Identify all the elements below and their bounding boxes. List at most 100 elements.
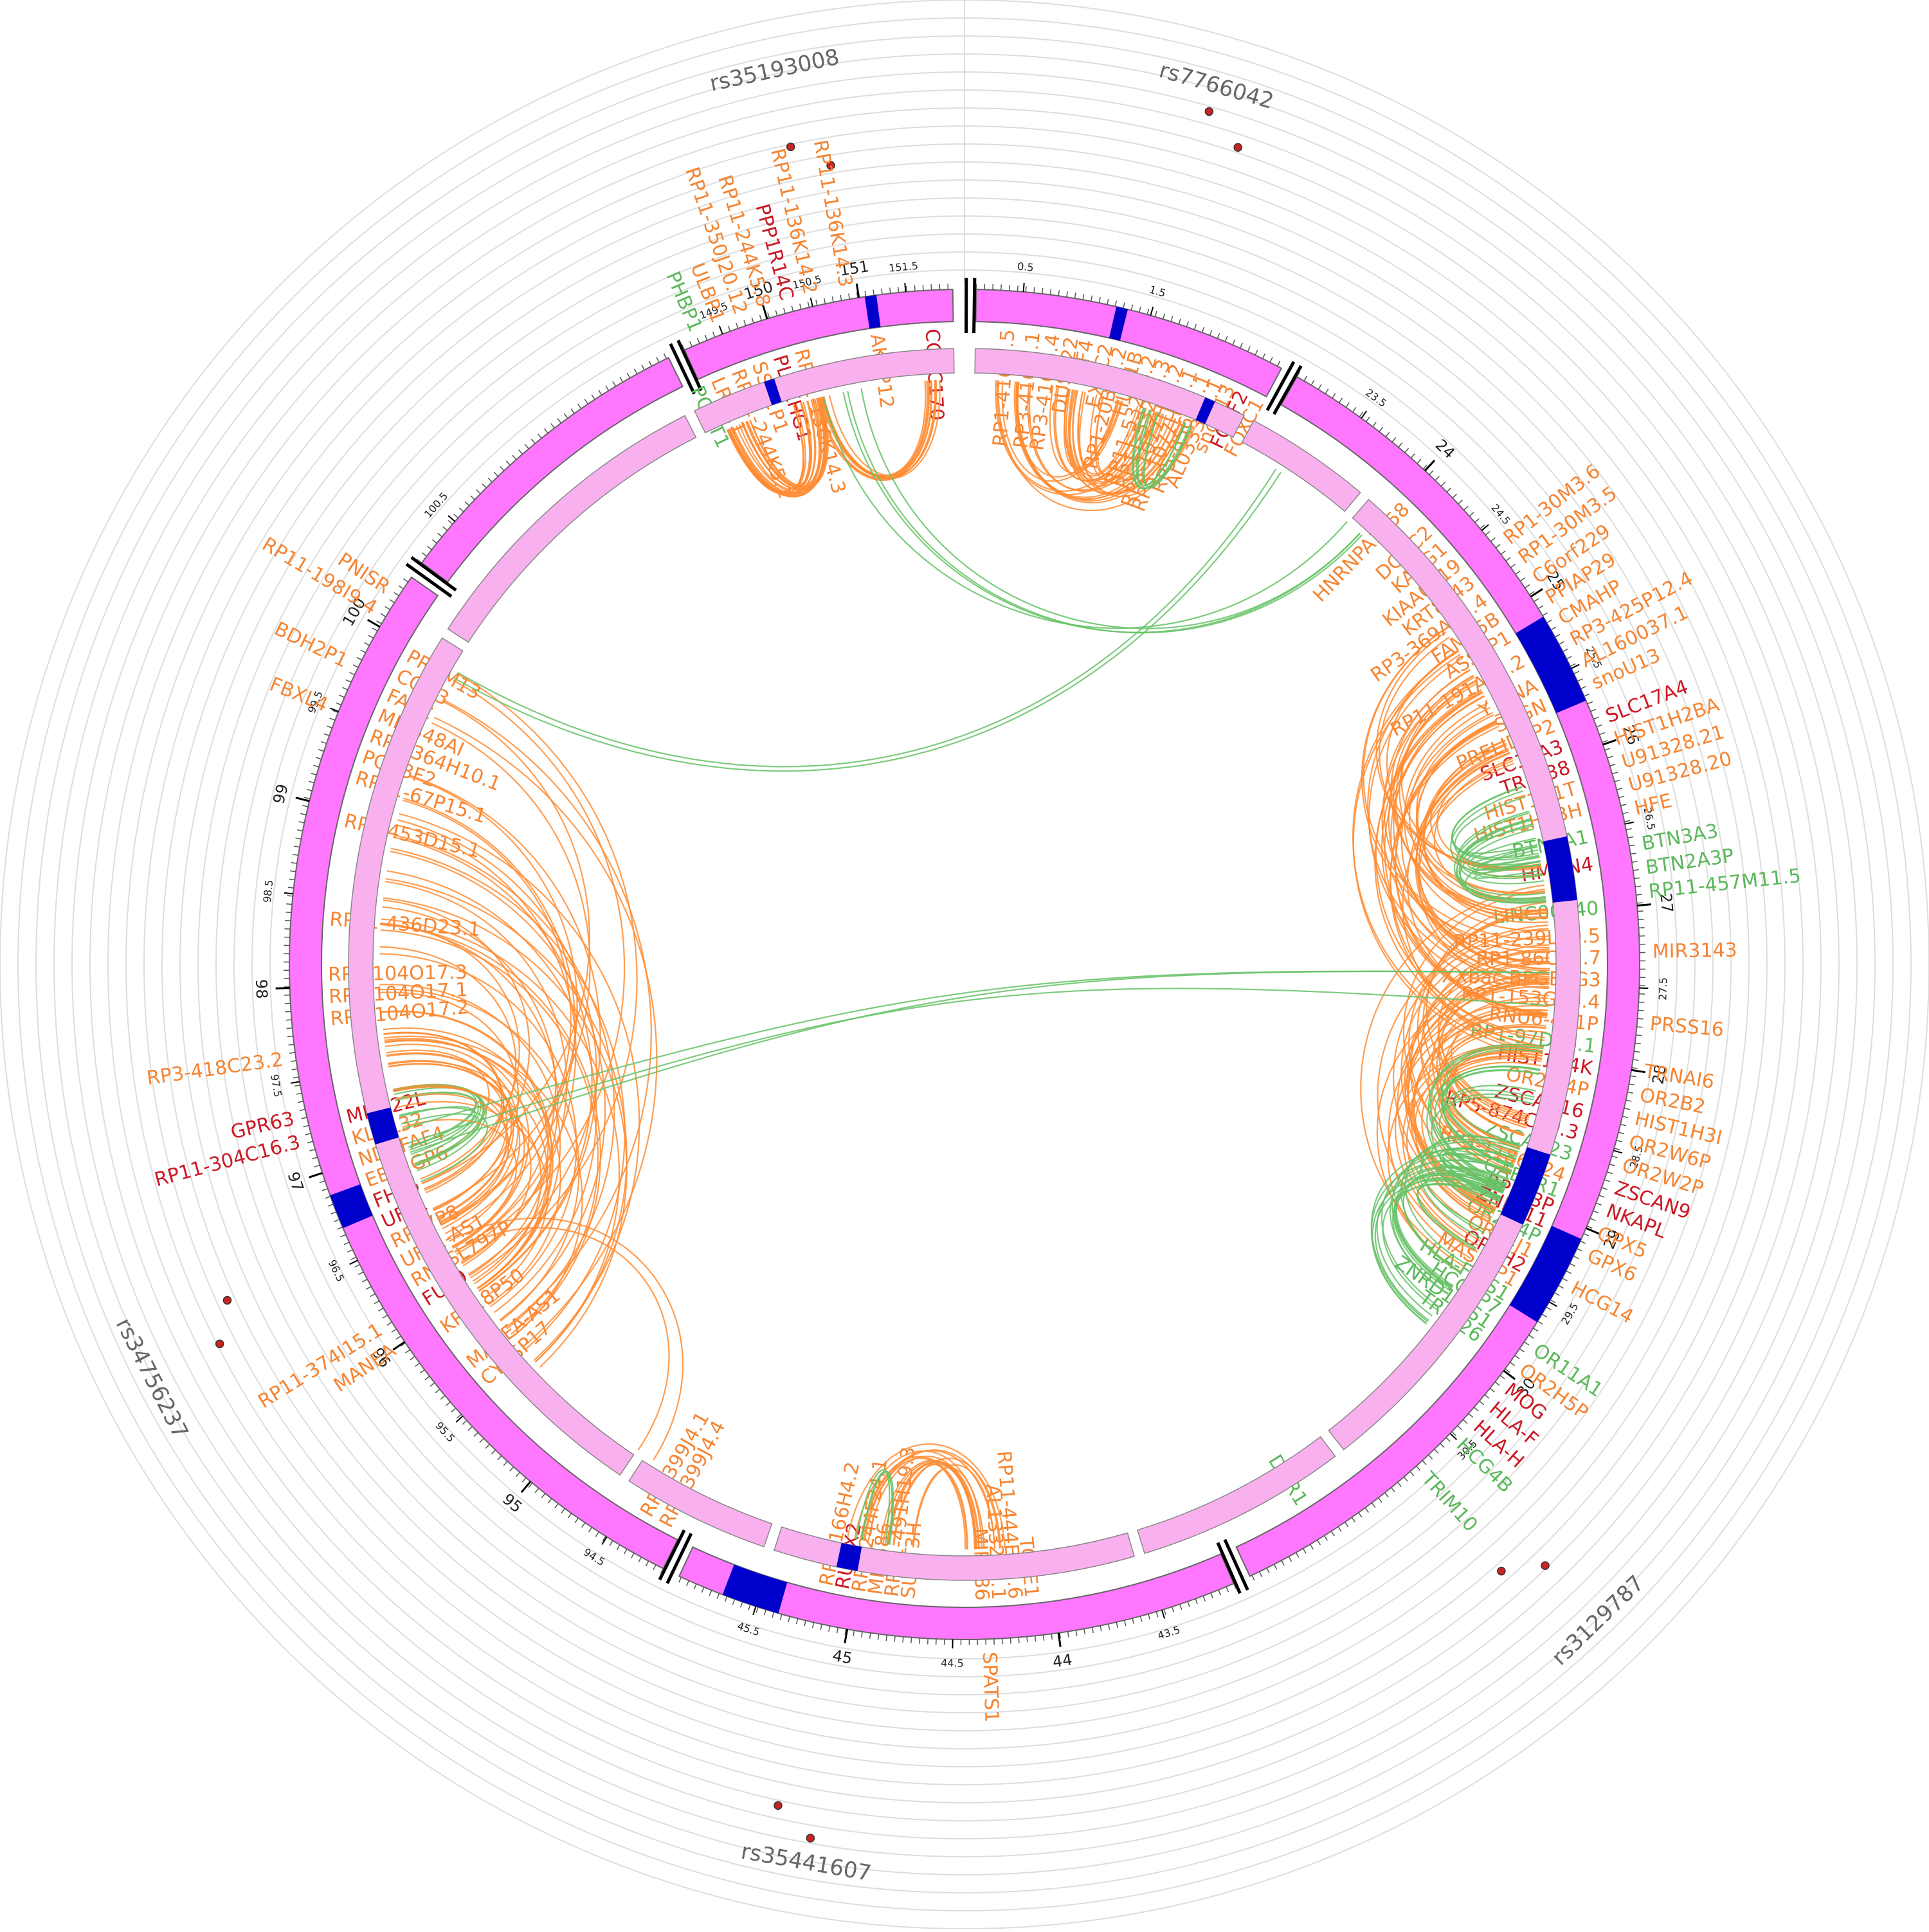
- minor-tick: [898, 287, 899, 293]
- minor-tick: [427, 546, 431, 550]
- minor-tick: [653, 1565, 656, 1570]
- minor-tick: [519, 450, 523, 455]
- minor-tick: [1398, 1483, 1402, 1487]
- minor-tick: [837, 1627, 838, 1633]
- minor-tick: [1563, 649, 1568, 651]
- minor-tick: [599, 390, 602, 395]
- minor-tick: [649, 361, 651, 366]
- minor-tick: [516, 1472, 520, 1477]
- gene-label: SPATS1: [978, 1652, 1003, 1723]
- minor-tick: [1490, 1388, 1494, 1392]
- minor-tick: [368, 635, 374, 638]
- minor-tick: [1617, 1141, 1622, 1142]
- minor-tick: [1068, 1632, 1069, 1638]
- tick-label: 151.5: [888, 260, 918, 275]
- minor-tick: [341, 1234, 346, 1237]
- minor-tick: [1584, 694, 1589, 696]
- minor-tick: [736, 323, 738, 328]
- minor-tick: [1615, 780, 1620, 781]
- tick-label: 29.5: [1559, 1301, 1580, 1326]
- minor-tick: [1500, 1375, 1505, 1378]
- minor-tick: [1188, 1602, 1190, 1607]
- minor-tick: [690, 341, 693, 347]
- minor-tick: [1577, 679, 1582, 682]
- minor-tick: [1440, 1443, 1444, 1447]
- tick-label: 45: [831, 1647, 854, 1668]
- minor-tick: [482, 483, 486, 487]
- minor-tick: [545, 429, 548, 433]
- minor-tick: [541, 1494, 545, 1498]
- minor-tick: [1597, 725, 1602, 727]
- minor-tick: [1225, 336, 1227, 341]
- snp-dot: [1234, 143, 1242, 151]
- minor-tick: [330, 718, 335, 720]
- minor-tick: [813, 1622, 814, 1628]
- minor-tick: [849, 293, 850, 299]
- minor-tick: [1446, 1438, 1450, 1441]
- minor-tick: [1428, 1455, 1432, 1459]
- minor-tick: [1614, 1148, 1620, 1150]
- minor-tick: [488, 478, 492, 482]
- minor-tick: [1404, 1477, 1408, 1481]
- minor-tick: [1529, 1335, 1534, 1338]
- minor-tick: [1618, 796, 1624, 797]
- minor-tick: [725, 1596, 727, 1602]
- minor-tick: [1270, 357, 1272, 363]
- minor-tick: [1469, 512, 1474, 516]
- minor-tick: [1554, 1293, 1559, 1296]
- minor-tick: [485, 1444, 489, 1448]
- minor-tick: [772, 1612, 774, 1618]
- minor-tick: [657, 357, 659, 363]
- minor-tick: [300, 1109, 305, 1110]
- minor-tick: [285, 1003, 291, 1004]
- major-tick: [1625, 822, 1634, 824]
- minor-tick: [438, 533, 442, 537]
- minor-tick: [1608, 756, 1613, 758]
- minor-tick: [760, 315, 762, 321]
- minor-tick: [1469, 1413, 1473, 1417]
- minor-tick: [1480, 1401, 1484, 1405]
- minor-tick: [1281, 1560, 1284, 1566]
- minor-tick: [1058, 290, 1059, 296]
- minor-tick: [346, 680, 351, 682]
- minor-tick: [1010, 1638, 1011, 1644]
- minor-tick: [1083, 294, 1084, 300]
- major-tick: [1450, 1433, 1456, 1440]
- minor-tick: [1002, 1638, 1003, 1644]
- minor-tick: [302, 1117, 307, 1119]
- minor-tick: [796, 1618, 797, 1624]
- minor-tick: [1194, 324, 1196, 329]
- snp-label: rs35193008: [707, 44, 842, 97]
- major-tick: [309, 1173, 322, 1177]
- minor-tick: [1573, 1256, 1579, 1259]
- minor-tick: [1203, 1596, 1205, 1601]
- minor-tick: [309, 781, 314, 782]
- minor-tick: [1240, 343, 1243, 348]
- minor-tick: [366, 1286, 371, 1289]
- minor-tick: [420, 1369, 424, 1373]
- minor-tick: [717, 1593, 719, 1598]
- minor-tick: [310, 1150, 316, 1151]
- minor-tick: [840, 295, 842, 301]
- minor-tick: [1123, 303, 1125, 309]
- minor-tick: [1399, 443, 1402, 447]
- minor-tick: [894, 1636, 895, 1641]
- minor-tick: [1345, 1522, 1348, 1526]
- minor-tick: [294, 1085, 300, 1087]
- minor-tick: [1612, 772, 1618, 774]
- minor-tick: [1629, 845, 1635, 846]
- minor-tick: [1310, 1544, 1314, 1549]
- minor-tick: [1618, 1132, 1624, 1133]
- minor-tick: [448, 520, 453, 524]
- minor-tick: [1591, 709, 1596, 711]
- minor-tick: [1516, 571, 1520, 574]
- minor-tick: [624, 1549, 628, 1554]
- minor-tick: [1626, 829, 1632, 830]
- minor-tick: [575, 1518, 578, 1522]
- minor-tick: [399, 586, 403, 589]
- minor-tick: [1429, 471, 1433, 475]
- minor-tick: [353, 665, 358, 667]
- snp-dot: [1498, 1567, 1505, 1575]
- snp-dot: [216, 1340, 224, 1348]
